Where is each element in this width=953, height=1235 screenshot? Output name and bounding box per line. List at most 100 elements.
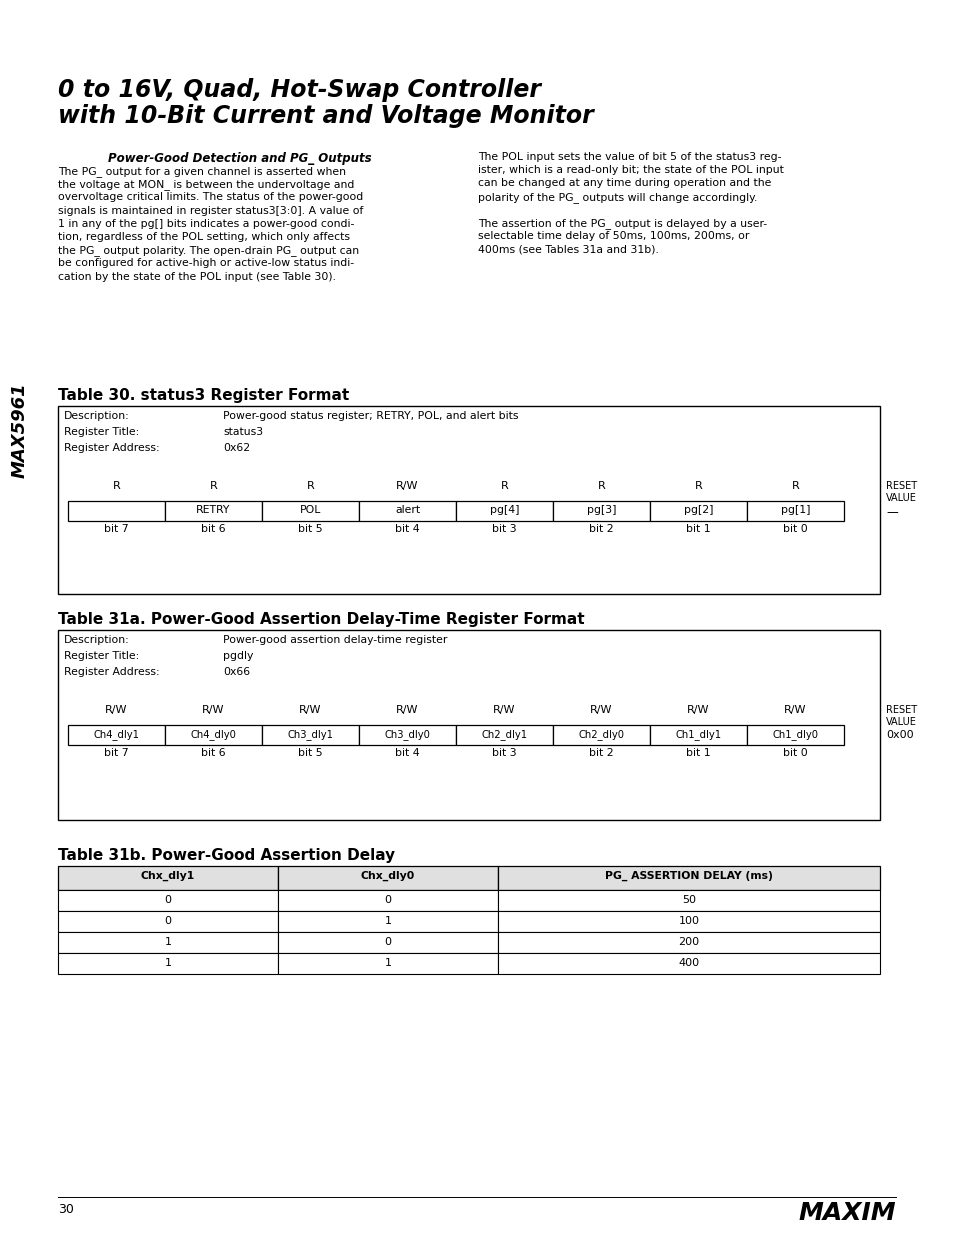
Bar: [58, 911, 277, 932]
Text: Ch4_dly0: Ch4_dly0: [191, 729, 236, 740]
Text: bit 6: bit 6: [201, 524, 226, 534]
Text: R: R: [112, 480, 120, 492]
Text: overvoltage critical limits. The status of the power-good: overvoltage critical limits. The status …: [58, 193, 363, 203]
Bar: [58, 953, 277, 974]
Bar: [497, 911, 879, 932]
Text: Power-good assertion delay-time register: Power-good assertion delay-time register: [223, 635, 447, 645]
Text: R/W: R/W: [686, 705, 709, 715]
Bar: [497, 953, 879, 974]
Bar: [58, 932, 277, 953]
Text: bit 6: bit 6: [201, 748, 226, 758]
Text: bit 0: bit 0: [782, 524, 807, 534]
Text: Ch3_dly0: Ch3_dly0: [384, 729, 430, 740]
Text: Register Title:: Register Title:: [64, 651, 139, 661]
Text: ister, which is a read-only bit; the state of the POL input: ister, which is a read-only bit; the sta…: [477, 165, 783, 175]
Text: R: R: [500, 480, 508, 492]
Text: POL: POL: [299, 505, 321, 515]
Text: R/W: R/W: [783, 705, 806, 715]
Bar: [262, 501, 358, 521]
Text: 1: 1: [384, 958, 391, 968]
Text: 100: 100: [678, 916, 699, 926]
Text: Table 31a. Power-Good Assertion Delay-Time Register Format: Table 31a. Power-Good Assertion Delay-Ti…: [58, 613, 584, 627]
Text: bit 5: bit 5: [298, 748, 322, 758]
Bar: [497, 866, 879, 890]
Text: cation by the state of the POL input (see Table 30).: cation by the state of the POL input (se…: [58, 272, 335, 282]
Bar: [165, 501, 262, 521]
Text: bit 2: bit 2: [589, 524, 613, 534]
Text: R/W: R/W: [590, 705, 612, 715]
Bar: [277, 890, 497, 911]
Text: pg[1]: pg[1]: [780, 505, 809, 515]
Text: status3: status3: [223, 427, 263, 437]
Text: R/W: R/W: [105, 705, 128, 715]
Bar: [165, 725, 262, 745]
Text: 1 in any of the pg[] bits indicates a power-good condi-: 1 in any of the pg[] bits indicates a po…: [58, 219, 354, 228]
Text: the PG_ output polarity. The open-drain PG_ output can: the PG_ output polarity. The open-drain …: [58, 246, 358, 256]
Text: R/W: R/W: [493, 705, 516, 715]
Text: bit 4: bit 4: [395, 748, 419, 758]
Text: Ch2_dly0: Ch2_dly0: [578, 729, 624, 740]
Text: 30: 30: [58, 1203, 73, 1216]
Text: pg[2]: pg[2]: [683, 505, 713, 515]
Bar: [277, 932, 497, 953]
Bar: [649, 501, 746, 521]
Text: 0x66: 0x66: [223, 667, 250, 677]
Text: Ch3_dly1: Ch3_dly1: [287, 729, 334, 740]
Text: Ch2_dly1: Ch2_dly1: [481, 729, 527, 740]
Text: Table 31b. Power-Good Assertion Delay: Table 31b. Power-Good Assertion Delay: [58, 848, 395, 863]
Text: MAXIM: MAXIM: [798, 1200, 895, 1225]
Text: pg[3]: pg[3]: [586, 505, 616, 515]
Bar: [68, 725, 165, 745]
Text: RESET
VALUE: RESET VALUE: [885, 480, 916, 503]
Text: bit 1: bit 1: [685, 748, 710, 758]
Text: alert: alert: [395, 505, 419, 515]
Bar: [553, 501, 649, 521]
Bar: [497, 890, 879, 911]
Text: The PG_ output for a given channel is asserted when: The PG_ output for a given channel is as…: [58, 165, 346, 177]
Bar: [456, 501, 553, 521]
Bar: [497, 932, 879, 953]
Text: with 10-Bit Current and Voltage Monitor: with 10-Bit Current and Voltage Monitor: [58, 104, 593, 128]
Text: 0: 0: [384, 937, 391, 947]
Text: R: R: [306, 480, 314, 492]
Text: The assertion of the PG_ output is delayed by a user-: The assertion of the PG_ output is delay…: [477, 219, 766, 228]
Text: bit 3: bit 3: [492, 524, 517, 534]
Text: 0 to 16V, Quad, Hot-Swap Controller: 0 to 16V, Quad, Hot-Swap Controller: [58, 78, 540, 103]
Text: pgdly: pgdly: [223, 651, 253, 661]
Text: 0: 0: [164, 895, 172, 905]
Text: 200: 200: [678, 937, 699, 947]
Text: 1: 1: [164, 937, 172, 947]
Text: bit 3: bit 3: [492, 748, 517, 758]
Text: Register Address:: Register Address:: [64, 667, 159, 677]
Text: Power-good status register; RETRY, POL, and alert bits: Power-good status register; RETRY, POL, …: [223, 411, 518, 421]
Text: R/W: R/W: [395, 480, 418, 492]
Text: Table 30. status3 Register Format: Table 30. status3 Register Format: [58, 388, 349, 403]
Text: can be changed at any time during operation and the: can be changed at any time during operat…: [477, 178, 771, 189]
Text: bit 7: bit 7: [104, 524, 129, 534]
Text: Chx_dly1: Chx_dly1: [141, 871, 195, 882]
Text: Description:: Description:: [64, 411, 130, 421]
Bar: [58, 406, 879, 594]
Text: MAX5961: MAX5961: [11, 382, 29, 478]
Text: R/W: R/W: [299, 705, 321, 715]
Text: RESET
VALUE: RESET VALUE: [885, 705, 916, 726]
Bar: [277, 953, 497, 974]
Bar: [746, 501, 843, 521]
Text: bit 0: bit 0: [782, 748, 807, 758]
Text: Register Title:: Register Title:: [64, 427, 139, 437]
Text: 1: 1: [384, 916, 391, 926]
Bar: [553, 725, 649, 745]
Text: 0x00: 0x00: [885, 730, 913, 740]
Bar: [358, 501, 456, 521]
Bar: [746, 725, 843, 745]
Bar: [277, 866, 497, 890]
Text: 1: 1: [164, 958, 172, 968]
Text: The POL input sets the value of bit 5 of the status3 reg-: The POL input sets the value of bit 5 of…: [477, 152, 781, 162]
Text: R: R: [791, 480, 799, 492]
Text: Chx_dly0: Chx_dly0: [360, 871, 415, 882]
Text: Register Address:: Register Address:: [64, 443, 159, 453]
Text: selectable time delay of 50ms, 100ms, 200ms, or: selectable time delay of 50ms, 100ms, 20…: [477, 231, 749, 241]
Text: bit 5: bit 5: [298, 524, 322, 534]
Text: bit 1: bit 1: [685, 524, 710, 534]
Bar: [262, 725, 358, 745]
